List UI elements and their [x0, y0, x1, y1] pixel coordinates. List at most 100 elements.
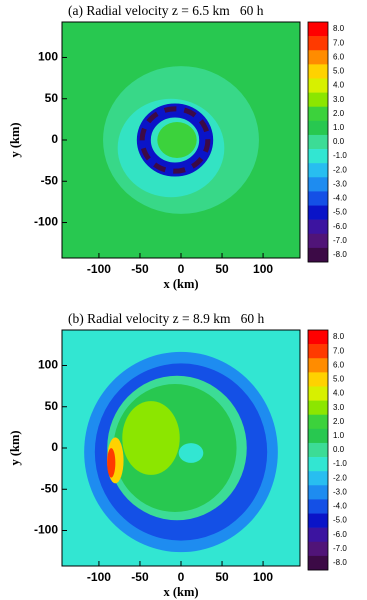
colorbar-label: -3.0: [333, 487, 347, 496]
colorbar-cell: [308, 120, 328, 136]
y-tick-label: -100: [34, 215, 58, 229]
colorbar-label: -1.0: [333, 151, 347, 160]
colorbar-cell: [308, 527, 328, 543]
colorbar-cell: [308, 177, 328, 192]
colorbar-label: 6.0: [333, 52, 345, 61]
x-tick-label: 50: [215, 570, 229, 584]
colorbar-label: 0.0: [333, 445, 345, 454]
y-tick-label: -50: [41, 173, 59, 187]
colorbar-cell: [308, 344, 328, 359]
colorbar-cell: [308, 134, 328, 150]
colorbar-label: -1.0: [333, 459, 347, 468]
colorbar-cell: [308, 247, 328, 263]
colorbar-cell: [308, 106, 328, 122]
colorbar-label: -2.0: [333, 165, 347, 174]
field-patch: [178, 443, 204, 463]
y-axis-label: y (km): [8, 430, 22, 465]
colorbar-label: -2.0: [333, 473, 347, 482]
colorbar-frame: [307, 329, 329, 571]
colorbar-label: 7.0: [333, 38, 345, 47]
colorbar-label: -4.0: [333, 502, 347, 511]
colorbar-cell: [308, 414, 328, 430]
colorbar-label: -7.0: [333, 236, 347, 245]
colorbar-cell: [308, 330, 328, 345]
x-tick-label: -100: [87, 262, 111, 276]
colorbar-label: 4.0: [333, 389, 345, 398]
colorbar-cell: [308, 50, 328, 65]
y-tick-label: 50: [45, 91, 59, 105]
y-axis-label: y (km): [8, 122, 22, 157]
colorbar-label: -8.0: [333, 558, 347, 567]
x-tick-label: 100: [253, 262, 273, 276]
colorbar-cell: [308, 233, 328, 249]
colorbar-label: 3.0: [333, 403, 345, 412]
colorbar-cell: [308, 513, 328, 528]
colorbar-cell: [308, 22, 328, 37]
colorbar-label: -4.0: [333, 194, 347, 203]
colorbar-label: 1.0: [333, 123, 345, 132]
colorbar-cell: [308, 64, 328, 79]
y-tick-label: -100: [34, 523, 58, 537]
colorbar-cell: [308, 205, 328, 220]
colorbar-cell: [308, 471, 328, 486]
x-tick-label: 100: [253, 570, 273, 584]
colorbar-cell: [308, 149, 328, 164]
colorbar-cell: [308, 36, 328, 51]
colorbar-label: -6.0: [333, 530, 347, 539]
y-tick-label: -50: [41, 481, 59, 495]
colorbar-label: 1.0: [333, 431, 345, 440]
field: [62, 22, 300, 258]
field-patch: [122, 401, 180, 475]
colorbar-cell: [308, 442, 328, 458]
field-patch: [157, 121, 197, 159]
x-tick-label: 0: [178, 570, 185, 584]
colorbar-cell: [308, 386, 328, 401]
colorbar-cell: [308, 372, 328, 387]
field: [62, 330, 300, 566]
colorbar-cell: [308, 485, 328, 500]
x-tick-label: 0: [178, 262, 185, 276]
colorbar-label: 5.0: [333, 375, 345, 384]
colorbar-cell: [308, 92, 328, 108]
x-axis-label: x (km): [163, 277, 198, 291]
colorbar-cell: [308, 78, 328, 93]
colorbar-label: -7.0: [333, 544, 347, 553]
y-tick-label: 0: [51, 440, 58, 454]
y-tick-label: 100: [38, 358, 58, 372]
colorbar-cell: [308, 400, 328, 416]
colorbar-cell: [308, 219, 328, 235]
colorbar-frame: [307, 21, 329, 263]
colorbar-label: -8.0: [333, 250, 347, 259]
colorbar-label: 3.0: [333, 95, 345, 104]
colorbar-label: 6.0: [333, 360, 345, 369]
x-axis-label: x (km): [163, 585, 198, 599]
colorbar-label: 0.0: [333, 137, 345, 146]
colorbar-label: 2.0: [333, 109, 345, 118]
y-tick-label: 50: [45, 399, 59, 413]
colorbar-label: -5.0: [333, 516, 347, 525]
colorbar-cell: [308, 457, 328, 472]
y-tick-label: 0: [51, 132, 58, 146]
chart-title: (b) Radial velocity z = 8.9 km 60 h: [68, 311, 264, 326]
x-tick-label: -100: [87, 570, 111, 584]
chart-title: (a) Radial velocity z = 6.5 km 60 h: [68, 3, 264, 18]
y-tick-label: 100: [38, 50, 58, 64]
colorbar-cell: [308, 428, 328, 444]
field-patch: [107, 448, 116, 478]
x-tick-label: -50: [131, 570, 149, 584]
colorbar-cell: [308, 191, 328, 206]
colorbar-cell: [308, 163, 328, 178]
colorbar-label: 8.0: [333, 24, 345, 33]
colorbar-label: 2.0: [333, 417, 345, 426]
colorbar-label: 8.0: [333, 332, 345, 341]
colorbar-label: 7.0: [333, 346, 345, 355]
colorbar-label: -5.0: [333, 208, 347, 217]
x-tick-label: 50: [215, 262, 229, 276]
x-tick-label: -50: [131, 262, 149, 276]
colorbar-cell: [308, 358, 328, 373]
colorbar-cell: [308, 499, 328, 514]
colorbar-cell: [308, 555, 328, 571]
colorbar-cell: [308, 541, 328, 557]
colorbar-label: -6.0: [333, 222, 347, 231]
